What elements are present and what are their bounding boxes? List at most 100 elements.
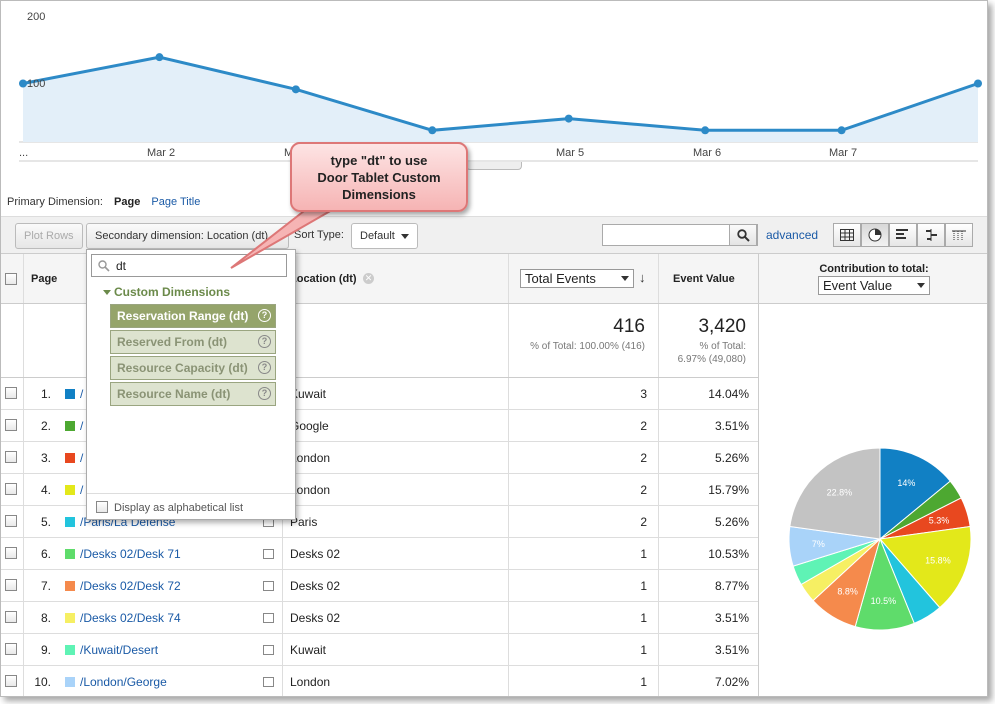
event-value-column-header[interactable]: Event Value bbox=[673, 273, 735, 285]
page-link[interactable]: / bbox=[80, 483, 84, 497]
location-cell: Google bbox=[290, 419, 329, 433]
row-checkbox[interactable] bbox=[5, 579, 17, 591]
remove-dimension-icon[interactable]: ✕ bbox=[363, 273, 374, 284]
primary-dimension-page-title[interactable]: Page Title bbox=[151, 196, 201, 208]
instruction-callout: type "dt" to use Door Tablet Custom Dime… bbox=[290, 142, 468, 212]
location-cell: Desks 02 bbox=[290, 611, 341, 625]
open-link-icon[interactable] bbox=[263, 581, 274, 591]
open-link-icon[interactable] bbox=[263, 613, 274, 623]
page-link[interactable]: / bbox=[80, 387, 84, 401]
trend-point-6[interactable] bbox=[837, 126, 846, 135]
pie-slice-0[interactable] bbox=[879, 447, 951, 541]
trend-point-3[interactable] bbox=[428, 126, 437, 135]
dimension-option-resource-capacity[interactable]: Resource Capacity (dt)? bbox=[110, 356, 276, 380]
help-icon[interactable]: ? bbox=[258, 387, 271, 400]
view-pie-button[interactable] bbox=[861, 223, 889, 247]
page-link[interactable]: /Kuwait/Desert bbox=[80, 643, 159, 657]
location-cell: London bbox=[290, 483, 331, 497]
total-events-cell: 2 bbox=[640, 451, 647, 465]
open-link-icon[interactable] bbox=[263, 677, 274, 687]
table-row: 3. / London 2 5.26% bbox=[1, 442, 758, 474]
dimension-option-reserved-from[interactable]: Reserved From (dt)? bbox=[110, 330, 276, 354]
trend-point-2[interactable] bbox=[291, 85, 300, 94]
view-pivot-button[interactable] bbox=[945, 223, 973, 247]
help-icon[interactable]: ? bbox=[258, 335, 271, 348]
primary-dimension-page[interactable]: Page bbox=[114, 196, 141, 208]
location-column-header[interactable]: Location (dt) bbox=[290, 273, 357, 285]
page-link[interactable]: / bbox=[80, 451, 84, 465]
secondary-dimension-button[interactable]: Secondary dimension: Location (dt) bbox=[86, 223, 289, 249]
trend-point-7[interactable] bbox=[974, 79, 982, 88]
total-events-cell: 1 bbox=[640, 547, 647, 561]
plot-rows-button[interactable]: Plot Rows bbox=[15, 223, 83, 249]
table-row: 6. /Desks 02/Desk 71 Desks 02 1 10.53% bbox=[1, 538, 758, 570]
advanced-filter-link[interactable]: advanced bbox=[766, 228, 819, 242]
row-checkbox[interactable] bbox=[5, 387, 17, 399]
dimension-option-resource-name[interactable]: Resource Name (dt)? bbox=[110, 382, 276, 406]
custom-dimensions-group[interactable]: Custom Dimensions bbox=[103, 285, 230, 299]
page-link[interactable]: /Desks 02/Desk 74 bbox=[80, 611, 181, 625]
contribution-select[interactable]: Event Value bbox=[818, 276, 930, 295]
row-checkbox[interactable] bbox=[5, 675, 17, 687]
search-icon bbox=[98, 260, 110, 272]
row-number: 3. bbox=[40, 451, 51, 465]
page-link[interactable]: /London/George bbox=[80, 675, 167, 689]
pie-label-9: 7% bbox=[812, 539, 825, 549]
help-icon[interactable]: ? bbox=[258, 361, 271, 374]
total-events-cell: 1 bbox=[640, 611, 647, 625]
row-checkbox[interactable] bbox=[5, 451, 17, 463]
sort-type-select[interactable]: Default bbox=[351, 223, 418, 249]
view-performance-button[interactable] bbox=[889, 223, 917, 247]
trend-point-1[interactable] bbox=[155, 53, 164, 62]
chevron-down-icon bbox=[917, 283, 925, 288]
page-link[interactable]: /Desks 02/Desk 72 bbox=[80, 579, 181, 593]
event-value-cell: 14.04% bbox=[708, 387, 749, 401]
dimension-search-input[interactable]: dt bbox=[91, 254, 287, 277]
metric-select[interactable]: Total Events bbox=[520, 269, 634, 288]
row-color-swatch bbox=[65, 613, 75, 623]
contribution-select-value: Event Value bbox=[823, 278, 893, 293]
location-cell: London bbox=[290, 451, 331, 465]
open-link-icon[interactable] bbox=[263, 645, 274, 655]
row-checkbox[interactable] bbox=[5, 515, 17, 527]
location-cell: London bbox=[290, 675, 331, 689]
open-link-icon[interactable] bbox=[263, 549, 274, 559]
page-column-header[interactable]: Page bbox=[31, 273, 58, 285]
pie-label-6: 8.8% bbox=[837, 587, 858, 597]
x-tick-mar6: Mar 6 bbox=[693, 147, 722, 159]
select-all-checkbox[interactable] bbox=[5, 273, 17, 285]
table-search-input[interactable] bbox=[602, 224, 758, 246]
view-comparison-button[interactable] bbox=[917, 223, 945, 247]
event-value-cell: 8.77% bbox=[714, 579, 749, 593]
sort-descending-icon[interactable]: ↓ bbox=[639, 270, 646, 285]
dimension-option-reservation-range[interactable]: Reservation Range (dt)? bbox=[110, 304, 276, 328]
row-checkbox[interactable] bbox=[5, 643, 17, 655]
chart-resize-handle[interactable] bbox=[466, 162, 522, 170]
event-value-cell: 5.26% bbox=[714, 515, 749, 529]
row-color-swatch bbox=[65, 677, 75, 687]
page-link[interactable]: /Desks 02/Desk 71 bbox=[80, 547, 181, 561]
table-row: 10. /London/George London 1 7.02% bbox=[1, 666, 758, 696]
trend-point-5[interactable] bbox=[701, 126, 710, 135]
row-checkbox[interactable] bbox=[5, 547, 17, 559]
alphabetical-list-checkbox[interactable] bbox=[96, 501, 108, 513]
trend-point-0[interactable] bbox=[19, 79, 27, 88]
view-table-button[interactable] bbox=[833, 223, 861, 247]
summary-row: 416 % of Total: 100.00% (416) 3,420 % of… bbox=[1, 304, 758, 378]
chevron-down-icon bbox=[400, 233, 409, 239]
pie-slice-10[interactable] bbox=[789, 447, 881, 540]
bar-chart-icon bbox=[896, 229, 908, 239]
pie-label-2: 5.3% bbox=[929, 516, 950, 526]
help-icon[interactable]: ? bbox=[258, 309, 271, 322]
row-checkbox[interactable] bbox=[5, 483, 17, 495]
pie-slice-3[interactable] bbox=[879, 525, 972, 609]
alphabetical-list-label: Display as alphabetical list bbox=[114, 502, 244, 514]
search-button[interactable] bbox=[729, 224, 757, 246]
total-events-value: 416 bbox=[613, 316, 645, 337]
row-checkbox[interactable] bbox=[5, 611, 17, 623]
event-value-cell: 5.26% bbox=[714, 451, 749, 465]
total-events-cell: 1 bbox=[640, 579, 647, 593]
row-checkbox[interactable] bbox=[5, 419, 17, 431]
trend-point-4[interactable] bbox=[564, 114, 573, 123]
page-link[interactable]: / bbox=[80, 419, 84, 433]
